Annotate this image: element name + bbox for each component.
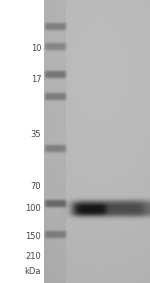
Text: 35: 35 (31, 130, 41, 139)
Text: 10: 10 (31, 44, 41, 53)
Text: 17: 17 (31, 75, 41, 84)
Text: 150: 150 (26, 232, 41, 241)
FancyBboxPatch shape (0, 0, 44, 283)
Text: kDa: kDa (25, 267, 41, 276)
Text: 210: 210 (26, 252, 41, 261)
Text: 100: 100 (26, 203, 41, 213)
Text: 70: 70 (31, 182, 41, 191)
